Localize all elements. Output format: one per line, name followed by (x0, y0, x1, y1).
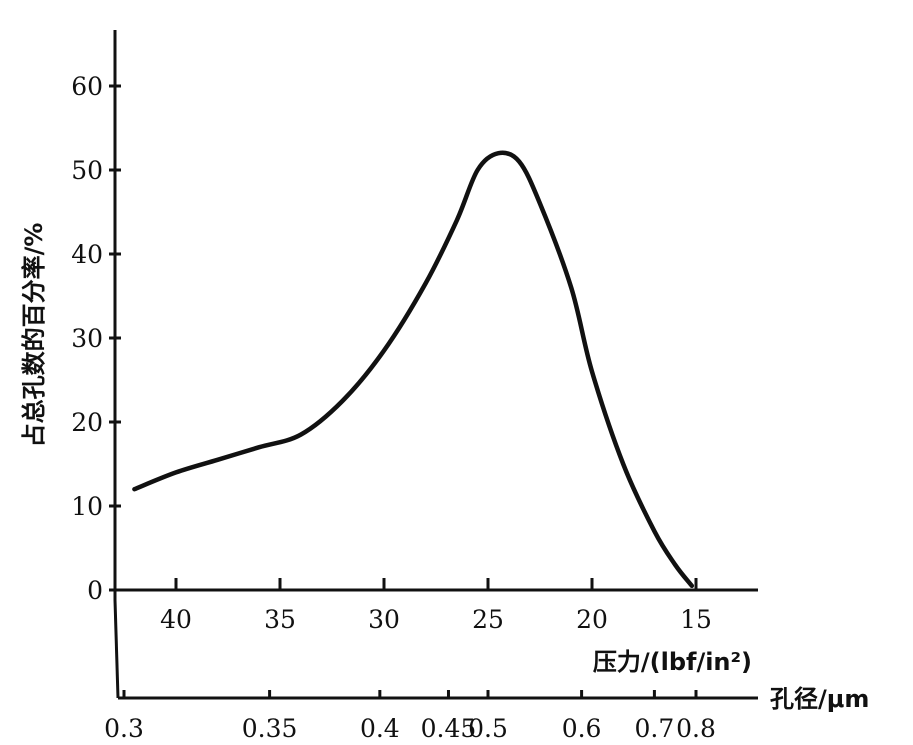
y-tick-label: 50 (71, 156, 103, 185)
y-axis-lower-line (113, 599, 120, 699)
y-tick-label: 0 (87, 576, 103, 605)
series-line (132, 150, 695, 589)
y-axis-title: 占总孔数的百分率/% (20, 223, 48, 448)
x-tick-label: 35 (264, 605, 296, 634)
y-tick-label: 20 (71, 408, 103, 437)
x-ticks: 40 35 30 25 20 15 (160, 578, 712, 634)
y-tick-label: 30 (71, 324, 103, 353)
x-tick-label: 30 (368, 605, 400, 634)
y-tick-label: 10 (71, 492, 103, 521)
diameter-tick-label: 0.3 (104, 714, 144, 743)
diameter-tick-label: 0.6 (562, 714, 602, 743)
y-tick-label: 60 (71, 72, 103, 101)
x-tick-label: 25 (472, 605, 504, 634)
x-tick-label: 20 (576, 605, 608, 634)
y-ticks: 0 10 20 30 40 50 60 (71, 72, 121, 605)
x-axis-title: 压力/(lbf/in²) (593, 648, 752, 676)
y-tick-label: 40 (71, 240, 103, 269)
diameter-ticks: 0.3 0.35 0.4 0.450.5 0.6 0.7 0.8 (104, 690, 716, 743)
diameter-tick-label: 0.8 (676, 714, 716, 743)
diameter-tick-label: 0.5 (468, 714, 508, 743)
diameter-tick-label: 0.4 (360, 714, 400, 743)
x-tick-label: 40 (160, 605, 192, 634)
diameter-tick-label: 0.7 (635, 714, 675, 743)
x-tick-label: 15 (680, 605, 712, 634)
x2-axis-title: 孔径/μm (770, 685, 869, 713)
diameter-tick-label: 0.35 (242, 714, 298, 743)
diameter-tick-label: 0.45 (421, 714, 477, 743)
